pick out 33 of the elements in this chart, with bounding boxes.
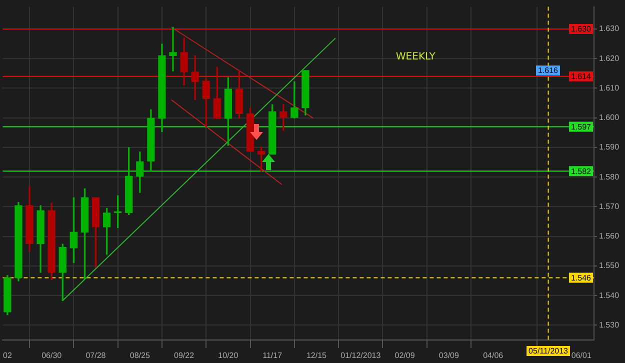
y-tick-label: 1.620 (599, 54, 620, 63)
candlestick (169, 26, 177, 72)
x-tick-label: 02/09 (394, 351, 416, 360)
y-tick-label: 1.540 (599, 290, 620, 300)
annotation: 1.616 (538, 66, 559, 76)
ref-line-label: 1.582 (570, 166, 592, 176)
y-tick-label: 1.550 (599, 261, 620, 270)
x-tick-label: 01/12/2013 (340, 351, 382, 360)
ref-line-label: 05/11/2013 (528, 346, 569, 356)
ref-line-label: 1.630 (570, 24, 592, 34)
x-tick-label: 09/22 (174, 351, 195, 360)
y-tick-label: 1.590 (599, 142, 620, 152)
y-tick-label: 1.630 (599, 24, 620, 34)
x-tick-label: 02 (2, 351, 12, 360)
ref-line-label: 1.614 (570, 72, 592, 82)
y-tick-label: 1.570 (599, 202, 620, 211)
x-tick-label: 07/28 (86, 351, 106, 360)
x-tick-label: 10/20 (218, 351, 239, 360)
x-tick-label: 06/30 (42, 351, 62, 360)
y-tick-label: 1.530 (599, 320, 620, 330)
y-tick-label: 1.580 (599, 172, 620, 182)
x-tick-label: 06/01 (571, 351, 592, 360)
x-tick-label: 03/09 (438, 351, 460, 360)
x-tick-label: 04/06 (483, 351, 504, 360)
y-tick-label: 1.610 (599, 83, 620, 92)
x-tick-label: 08/25 (130, 351, 150, 360)
ref-line-label: 1.597 (570, 122, 592, 132)
y-tick-label: 1.600 (599, 113, 620, 122)
y-tick-label: 1.560 (599, 232, 620, 241)
ref-line-label: 1.546 (570, 274, 592, 283)
x-tick-label: 12/15 (306, 351, 328, 360)
x-tick-label: 11/17 (262, 351, 283, 360)
annotation: WEEKLY (396, 51, 436, 62)
